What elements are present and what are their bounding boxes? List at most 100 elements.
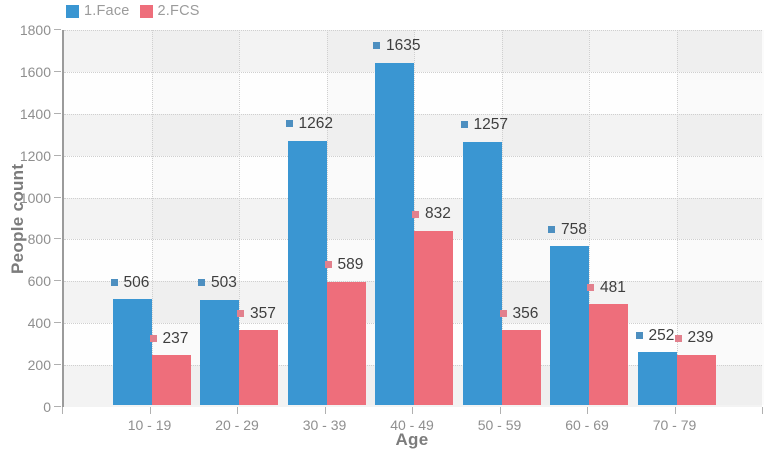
label-marker-icon: [499, 310, 507, 318]
x-axis-tick: [587, 407, 588, 414]
bar-value-label: 503: [198, 275, 237, 291]
label-value: 252: [648, 326, 675, 344]
bar-fcs-70-79[interactable]: [676, 354, 716, 405]
y-axis-tick-label: 1000: [19, 189, 51, 206]
y-axis-tick: [54, 322, 61, 324]
bar-fcs-50-59[interactable]: [501, 330, 541, 405]
bar-fcs-60-69[interactable]: [589, 304, 628, 405]
label-marker-icon: [324, 261, 332, 269]
bar-fcs-30-39[interactable]: [326, 281, 366, 405]
label-marker-icon: [110, 278, 118, 286]
bar-value-label: 1257: [460, 116, 508, 134]
label-value: 1262: [298, 115, 333, 133]
bar-value-label: 356: [499, 304, 539, 322]
label-marker-icon: [285, 120, 293, 128]
x-axis-tick: [674, 407, 676, 414]
x-axis-tick: [499, 407, 501, 414]
label-value: 758: [561, 220, 587, 238]
legend-label-fcs: 2.FCS: [157, 3, 200, 19]
label-marker-icon: [548, 226, 555, 233]
y-axis-tick-label: 200: [27, 357, 51, 374]
y-axis-tick: [54, 112, 61, 114]
legend-label-face: 1.Face: [84, 3, 130, 19]
gridline-vertical: [239, 30, 240, 405]
x-axis-tick-label: 20 - 29: [215, 417, 259, 433]
y-axis-tick: [54, 280, 61, 282]
bar-value-label: 357: [237, 306, 276, 322]
x-axis-tick: [324, 407, 326, 414]
label-marker-icon: [198, 279, 205, 287]
y-axis-tick-label: 800: [27, 231, 51, 248]
label-marker-icon: [635, 331, 643, 339]
y-axis-tick-label: 1400: [19, 105, 51, 122]
bar-face-50-59[interactable]: [462, 141, 502, 405]
x-axis-tick-label: 70 - 79: [652, 417, 697, 433]
y-axis-tick: [54, 29, 61, 30]
plot-column-band: [677, 30, 764, 405]
bar-face-70-79[interactable]: [637, 352, 677, 405]
y-axis-tick-label: 0: [43, 399, 51, 415]
x-axis-tick: [149, 407, 151, 414]
label-marker-icon: [237, 309, 244, 317]
bar-value-label: 237: [149, 331, 188, 347]
x-axis-tick-label: 50 - 59: [477, 417, 522, 433]
label-marker-icon: [149, 335, 157, 343]
bar-value-label: 758: [548, 222, 587, 238]
bar-value-label: 506: [110, 273, 150, 291]
x-axis-tick: [62, 407, 63, 414]
bar-face-20-29[interactable]: [200, 299, 239, 405]
legend-swatch-face-icon: [66, 4, 79, 18]
bar-face-10-19[interactable]: [112, 299, 152, 405]
y-axis-tick: [54, 196, 61, 198]
label-value: 589: [337, 256, 364, 274]
legend-item-face[interactable]: 1.Face: [66, 3, 130, 19]
bar-face-60-69[interactable]: [550, 246, 589, 405]
legend-swatch-fcs-icon: [139, 4, 153, 18]
x-axis-tick-label: 60 - 69: [565, 417, 609, 433]
label-value: 239: [687, 329, 714, 347]
bar-fcs-20-29[interactable]: [239, 330, 278, 405]
y-axis-tick: [54, 70, 61, 72]
bar-face-30-39[interactable]: [287, 140, 327, 405]
x-axis-tick-label: 10 - 19: [127, 417, 172, 433]
label-value: 357: [250, 304, 276, 322]
gridline-vertical: [414, 30, 415, 405]
plot-area: 506 237 503 357 1262 589 1635 832 1257 356 758 481 2…: [62, 30, 762, 407]
y-axis-tick: [54, 406, 61, 407]
legend-item-fcs[interactable]: 2.FCS: [139, 3, 200, 19]
label-marker-icon: [587, 284, 594, 292]
x-axis-tick-label: 30 - 39: [302, 417, 347, 433]
label-value: 1257: [473, 116, 508, 134]
y-axis-tick: [54, 238, 61, 240]
x-axis-tick: [412, 407, 413, 414]
y-axis-tick: [54, 364, 61, 366]
bar-value-label: 832: [412, 206, 451, 222]
bar-fcs-40-49[interactable]: [414, 230, 453, 405]
bar-value-label: 1635: [373, 38, 420, 54]
bar-face-40-49[interactable]: [375, 62, 414, 405]
legend: 1.Face 2.FCS: [66, 3, 200, 19]
bar-value-label: 239: [674, 329, 714, 347]
label-value: 356: [512, 304, 539, 322]
label-marker-icon: [674, 334, 682, 342]
x-axis-tick-label: 40 - 49: [390, 417, 434, 433]
label-value: 481: [600, 278, 626, 296]
y-axis-title: People count: [8, 163, 27, 274]
bar-fcs-10-19[interactable]: [151, 355, 191, 405]
y-axis-tick-label: 600: [27, 273, 51, 290]
label-value: 832: [425, 205, 451, 223]
x-axis-tick: [762, 407, 763, 414]
label-value: 503: [211, 274, 237, 292]
bar-value-label: 252: [635, 326, 675, 344]
gridline-vertical: [676, 30, 678, 405]
label-value: 506: [123, 273, 150, 291]
x-axis-title: Age: [395, 430, 429, 449]
bar-value-label: 589: [324, 256, 364, 274]
label-value: 1635: [386, 37, 421, 55]
y-axis-tick-label: 1600: [19, 63, 51, 80]
gridline-vertical: [326, 30, 328, 405]
y-axis-tick-label: 1800: [19, 22, 51, 38]
bar-value-label: 1262: [285, 115, 333, 133]
gridline-vertical: [589, 30, 590, 405]
